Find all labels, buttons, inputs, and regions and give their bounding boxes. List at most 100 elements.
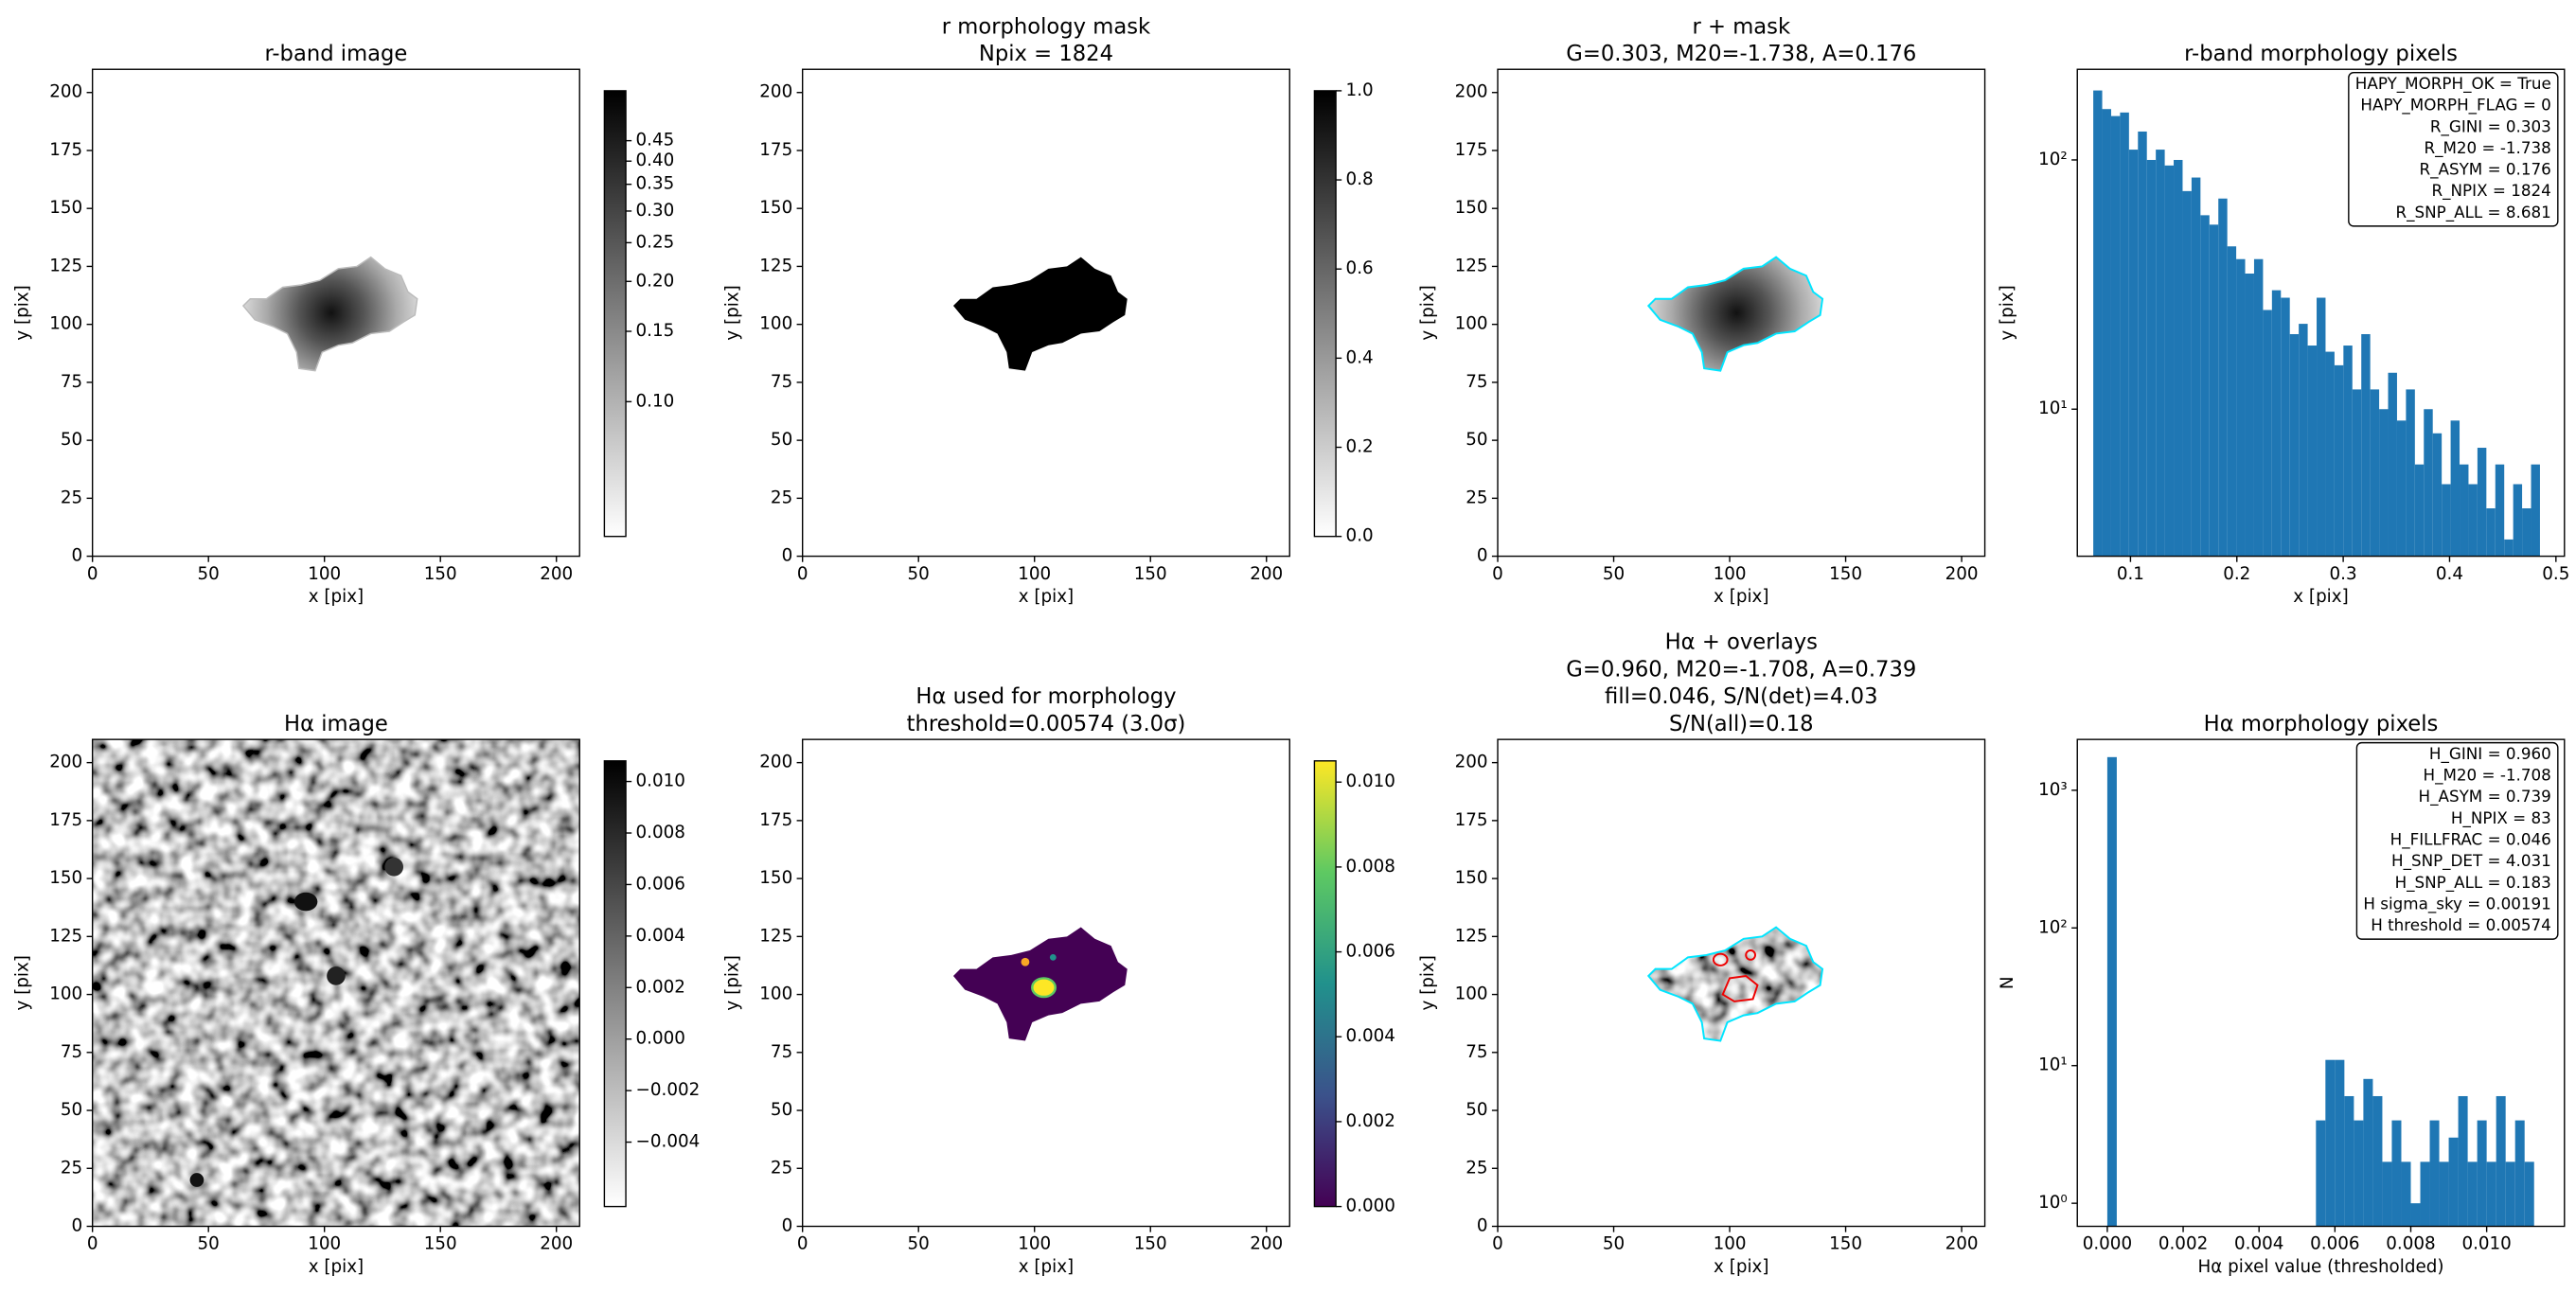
y-tick-label: 0: [1477, 1216, 1488, 1236]
x-tick-label: 100: [1714, 564, 1747, 584]
histogram-bar: [2513, 484, 2523, 557]
x-tick-label: 0.000: [2083, 1234, 2132, 1254]
panel-title: r + mask: [1692, 14, 1790, 39]
stats-line: HAPY_MORPH_OK = True: [2355, 74, 2551, 94]
stats-box-frame: [2355, 741, 2559, 940]
halpha-overlay-image: [1647, 926, 1824, 1042]
x-tick-label: 0.004: [2234, 1234, 2283, 1254]
colorbar-tick-label: 0.010: [636, 771, 685, 791]
x-tick-label: 0.010: [2461, 1234, 2511, 1254]
stats-line: H_SNP_ALL = 0.183: [2395, 873, 2551, 893]
histogram-bar: [2504, 539, 2514, 557]
x-axis-label: x [pix]: [2293, 587, 2348, 607]
y-tick-label: 100: [49, 984, 82, 1004]
x-tick-label: 200: [1250, 564, 1283, 584]
axes-frame: [2076, 738, 2566, 1228]
colorbar-tick-label: 0.45: [636, 131, 675, 151]
histogram-bar: [2388, 372, 2397, 557]
y-tick-label: 10³: [2038, 780, 2068, 800]
y-tick-label: 150: [1455, 198, 1488, 218]
y-tick-label: 0: [1477, 546, 1488, 566]
y-tick-label: 175: [49, 810, 82, 830]
colorbar-tick-label: 0.2: [1346, 437, 1374, 457]
y-tick-label: 125: [1455, 256, 1488, 275]
histogram-bar: [2432, 433, 2443, 557]
y-tick-label: 25: [771, 1158, 792, 1178]
colorbar-tick-label: −0.004: [636, 1132, 701, 1152]
stats-line: HAPY_MORPH_FLAG = 0: [2360, 96, 2550, 115]
x-axis-label: x [pix]: [1019, 587, 1074, 607]
histogram-bar: [2218, 198, 2228, 557]
y-tick-label: 10²: [2038, 150, 2068, 169]
y-tick-label: 150: [49, 198, 82, 218]
histogram-bar: [2496, 1095, 2506, 1227]
histogram-bar: [2477, 448, 2487, 557]
histogram-bar: [2227, 246, 2237, 557]
x-tick-label: 150: [1134, 564, 1167, 584]
panel-title: r-band morphology pixels: [2184, 42, 2458, 66]
x-tick-label: 0: [87, 1234, 98, 1254]
stats-line: H_FILLFRAC = 0.046: [2390, 830, 2551, 850]
y-tick-label: 100: [759, 984, 792, 1004]
y-tick-label: 0: [72, 546, 83, 566]
colorbar-tick-label: 0.35: [636, 174, 675, 194]
x-tick-label: 0.4: [2436, 564, 2463, 584]
colorbar-tick-label: 1.0: [1346, 80, 1374, 100]
histogram-bar: [2281, 297, 2290, 557]
x-tick-label: 150: [1829, 564, 1862, 584]
histogram-bar: [2439, 1161, 2449, 1227]
histogram-bar: [2191, 177, 2201, 557]
stats-box-frame: [2348, 72, 2559, 227]
y-tick-label: 100: [1455, 984, 1488, 1004]
axes-frame: [91, 68, 580, 558]
x-tick-label: 200: [1945, 1234, 1979, 1254]
x-tick-label: 100: [1018, 1234, 1051, 1254]
x-axis-label: x [pix]: [1019, 1257, 1074, 1277]
histogram-bar: [2182, 190, 2192, 557]
histogram-bar: [2468, 484, 2478, 557]
panel-title: Hα + overlays: [1665, 630, 1818, 655]
x-tick-label: 150: [1829, 1234, 1862, 1254]
x-tick-label: 0.2: [2223, 564, 2250, 584]
stats-line: H_GINI = 0.960: [2429, 744, 2551, 764]
axes-frame: [1497, 738, 1986, 1228]
histogram-bar: [2396, 420, 2407, 557]
y-tick-label: 25: [61, 1158, 82, 1178]
stats-line: H_NPIX = 83: [2451, 808, 2551, 828]
r-mask-image: [1647, 256, 1824, 372]
y-tick-label: 50: [1466, 430, 1487, 450]
y-tick-label: 200: [1455, 82, 1488, 102]
colorbar: [603, 90, 627, 538]
x-tick-label: 100: [1018, 564, 1051, 584]
y-tick-label: 25: [1466, 1158, 1487, 1178]
x-tick-label: 50: [198, 1234, 220, 1254]
y-tick-label: 175: [759, 140, 792, 160]
y-tick-label: 100: [759, 314, 792, 334]
stats-line: H sigma_sky = 0.00191: [2363, 895, 2550, 914]
y-tick-label: 200: [49, 82, 82, 102]
histogram-bar: [2505, 1161, 2515, 1227]
histogram-bar: [2460, 464, 2469, 557]
halpha-image: [92, 739, 580, 1227]
colorbar-tick-label: 0.006: [1346, 942, 1395, 962]
y-axis-label: y [pix]: [12, 955, 32, 1010]
colorbar-tick-label: 0.30: [636, 201, 675, 221]
histogram-bar: [2429, 1120, 2440, 1227]
histogram-bar: [2138, 131, 2147, 557]
colorbar-tick-label: 0.004: [1346, 1026, 1395, 1046]
histogram-bar: [2354, 1120, 2364, 1227]
y-tick-label: 125: [759, 926, 792, 946]
y-axis-label: y [pix]: [12, 285, 32, 340]
histogram-bar: [2106, 756, 2117, 1227]
y-tick-label: 175: [759, 810, 792, 830]
colorbar: [603, 760, 627, 1208]
panel-title: Hα image: [284, 712, 388, 736]
panel-title: r-band image: [265, 42, 408, 66]
x-axis-label: Hα pixel value (thresholded): [2198, 1257, 2444, 1277]
y-tick-label: 25: [61, 487, 82, 507]
panel-title: G=0.960, M20=-1.708, A=0.739: [1566, 657, 1916, 682]
x-tick-label: 50: [908, 564, 930, 584]
histogram-bar: [2325, 1059, 2336, 1227]
panel-title: Hα used for morphology: [915, 684, 1176, 709]
y-tick-label: 175: [1455, 810, 1488, 830]
